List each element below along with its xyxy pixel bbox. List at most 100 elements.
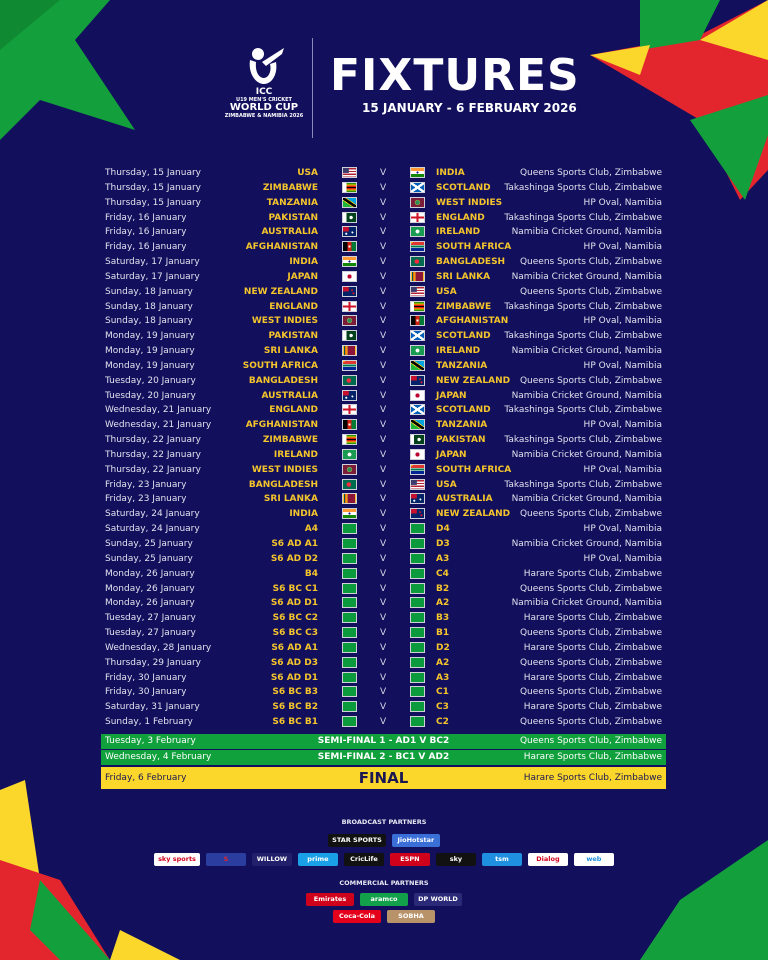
flag-placeholder-icon — [342, 582, 357, 594]
away-team: SOUTH AFRICA — [436, 464, 512, 475]
flag-placeholder-icon — [342, 686, 357, 698]
flag-india-icon — [342, 508, 357, 520]
away-team: INDIA — [436, 168, 465, 178]
flag-japan-icon — [410, 448, 425, 460]
logo-line: U19 MEN'S CRICKET — [236, 97, 292, 103]
match-date: Sunday, 25 January — [105, 539, 193, 549]
versus-label: V — [380, 553, 387, 564]
versus-label: V — [380, 182, 387, 193]
versus-label: V — [380, 346, 387, 357]
home-team: NEW ZEALAND — [243, 286, 318, 297]
match-venue: Namibia Cricket Ground, Namibia — [511, 346, 662, 357]
flag-south-africa-icon — [342, 359, 357, 371]
versus-label: V — [380, 316, 387, 327]
flag-afghanistan-icon — [410, 315, 425, 327]
home-team: INDIA — [289, 257, 318, 268]
flag-placeholder-icon — [410, 582, 425, 594]
match-title: SEMI-FINAL 1 - AD1 V BC2 — [317, 736, 450, 746]
home-team: INDIA — [289, 509, 318, 520]
versus-label: V — [380, 242, 387, 253]
match-venue: HP Oval, Namibia — [583, 316, 662, 327]
versus-label: V — [380, 390, 387, 401]
versus-label: V — [380, 286, 387, 297]
away-team: ZIMBABWE — [436, 301, 492, 312]
home-team: PAKISTAN — [268, 331, 318, 342]
versus-label: V — [380, 271, 387, 282]
match-date: Monday, 26 January — [105, 598, 195, 609]
home-team: TANZANIA — [266, 197, 318, 208]
match-venue: Harare Sports Club, Zimbabwe — [523, 702, 662, 713]
flag-placeholder-icon — [342, 597, 357, 609]
away-team: AFGHANISTAN — [436, 316, 509, 327]
home-team: BANGLADESH — [248, 479, 318, 490]
match-date: Saturday, 24 January — [105, 509, 200, 520]
fixture-row: Tuesday, 20 January BANGLADESH V NEW ZEALAN… — [101, 374, 666, 389]
home-team: S6 AD D1 — [270, 598, 318, 609]
semi-final-row: Wednesday, 4 February SEMI-FINAL 2 - BC1 … — [101, 750, 666, 765]
away-team: ENGLAND — [436, 212, 485, 223]
home-team: AFGHANISTAN — [245, 242, 318, 253]
match-venue: Takashinga Sports Club, Zimbabwe — [504, 331, 662, 342]
match-date: Monday, 26 January — [105, 568, 195, 579]
sobha-logo: SOBHA — [387, 910, 435, 923]
match-venue: Queens Sports Club, Zimbabwe — [519, 657, 662, 668]
match-date: Thursday, 22 January — [105, 449, 202, 460]
home-team: WEST INDIES — [251, 316, 318, 327]
away-team: B3 — [436, 613, 450, 624]
home-team: ZIMBABWE — [262, 435, 318, 446]
page-subtitle: 15 JANUARY - 6 FEBRUARY 2026 — [362, 101, 577, 115]
flag-japan-icon — [410, 389, 425, 401]
match-date: Thursday, 22 January — [105, 435, 202, 446]
versus-label: V — [380, 375, 387, 386]
fixture-row: Tuesday, 27 January S6 BC C2 V B3 Harare Spo… — [101, 611, 666, 626]
match-venue: Harare Sports Club, Zimbabwe — [523, 672, 662, 683]
versus-label: V — [380, 717, 387, 728]
fixture-row: Saturday, 24 January INDIA V NEW ZEALAND Que… — [101, 507, 666, 522]
match-date: Wednesday, 21 January — [105, 405, 212, 416]
home-team: S6 AD D2 — [270, 553, 318, 564]
commercial-partners-row: Emirates aramco DP WORLD — [0, 893, 768, 906]
fixture-row: Sunday, 18 January ENGLAND V ZIMBABWE Takash… — [101, 300, 666, 315]
away-team: C1 — [436, 687, 449, 698]
match-date: Sunday, 18 January — [105, 301, 193, 312]
fixture-row: Thursday, 22 January WEST INDIES V SOUTH AF… — [101, 463, 666, 478]
flag-placeholder-icon — [342, 612, 357, 624]
away-team: C2 — [436, 717, 449, 728]
match-date: Friday, 16 January — [105, 242, 187, 253]
flag-japan-icon — [342, 270, 357, 282]
match-date: Saturday, 24 January — [105, 524, 200, 535]
fixture-row: Thursday, 22 January IRELAND V JAPAN Namibia… — [101, 448, 666, 463]
flag-usa-icon — [410, 285, 425, 297]
match-venue: Takashinga Sports Club, Zimbabwe — [504, 182, 662, 193]
versus-label: V — [380, 613, 387, 624]
page-title: FIXTURES — [330, 50, 580, 101]
header-divider — [312, 38, 313, 138]
coca-cola-logo: Coca-Cola — [333, 910, 381, 923]
flag-placeholder-icon — [410, 552, 425, 564]
versus-label: V — [380, 257, 387, 268]
match-date: Wednesday, 21 January — [105, 420, 212, 431]
away-team: IRELAND — [436, 227, 481, 238]
fixture-row: Wednesday, 21 January AFGHANISTAN V TANZANI… — [101, 418, 666, 433]
flag-england-icon — [342, 300, 357, 312]
match-date: Sunday, 1 February — [105, 717, 193, 728]
versus-label: V — [380, 568, 387, 579]
versus-label: V — [380, 168, 387, 178]
fixture-row: Friday, 16 January PAKISTAN V ENGLAND Takash… — [101, 211, 666, 226]
flag-sri-lanka-icon — [342, 345, 357, 357]
flag-placeholder-icon — [342, 538, 357, 549]
flag-placeholder-icon — [342, 567, 357, 579]
flag-zimbabwe-icon — [342, 434, 357, 446]
home-team: S6 BC C3 — [272, 628, 318, 639]
aramco-logo: aramco — [360, 893, 408, 906]
flag-usa-icon — [410, 478, 425, 490]
flag-new-zealand-icon — [410, 374, 425, 386]
criclife-logo: CricLife — [343, 853, 384, 866]
flag-afghanistan-icon — [342, 419, 357, 431]
versus-label: V — [380, 405, 387, 416]
versus-label: V — [380, 598, 387, 609]
away-team: AUSTRALIA — [436, 494, 493, 505]
home-team: SOUTH AFRICA — [242, 360, 318, 371]
match-date: Wednesday, 28 January — [105, 642, 212, 653]
semi-final-row: Tuesday, 3 February SEMI-FINAL 1 - AD1 V … — [101, 734, 666, 749]
